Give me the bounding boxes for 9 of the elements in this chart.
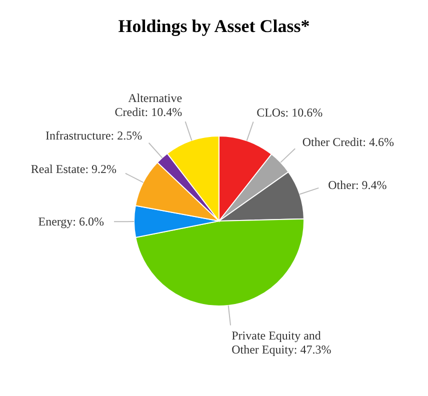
slice-label: Private Equity and Other Equity: 47.3% [232,328,332,356]
slice-label: Other Credit: 4.6% [302,134,394,149]
slice-label: Real Estate: 9.2% [30,162,117,176]
slice-label: Other: 9.4% [328,178,387,192]
slice-label: Infrastructure: 2.5% [46,128,142,142]
chart-title: Holdings by Asset Class* [117,15,311,38]
slice-label: Alternative Credit: 10.4% [114,91,182,120]
slice-label: Energy: 6.0% [38,214,104,229]
slice-label: CLOs: 10.6% [256,105,323,120]
